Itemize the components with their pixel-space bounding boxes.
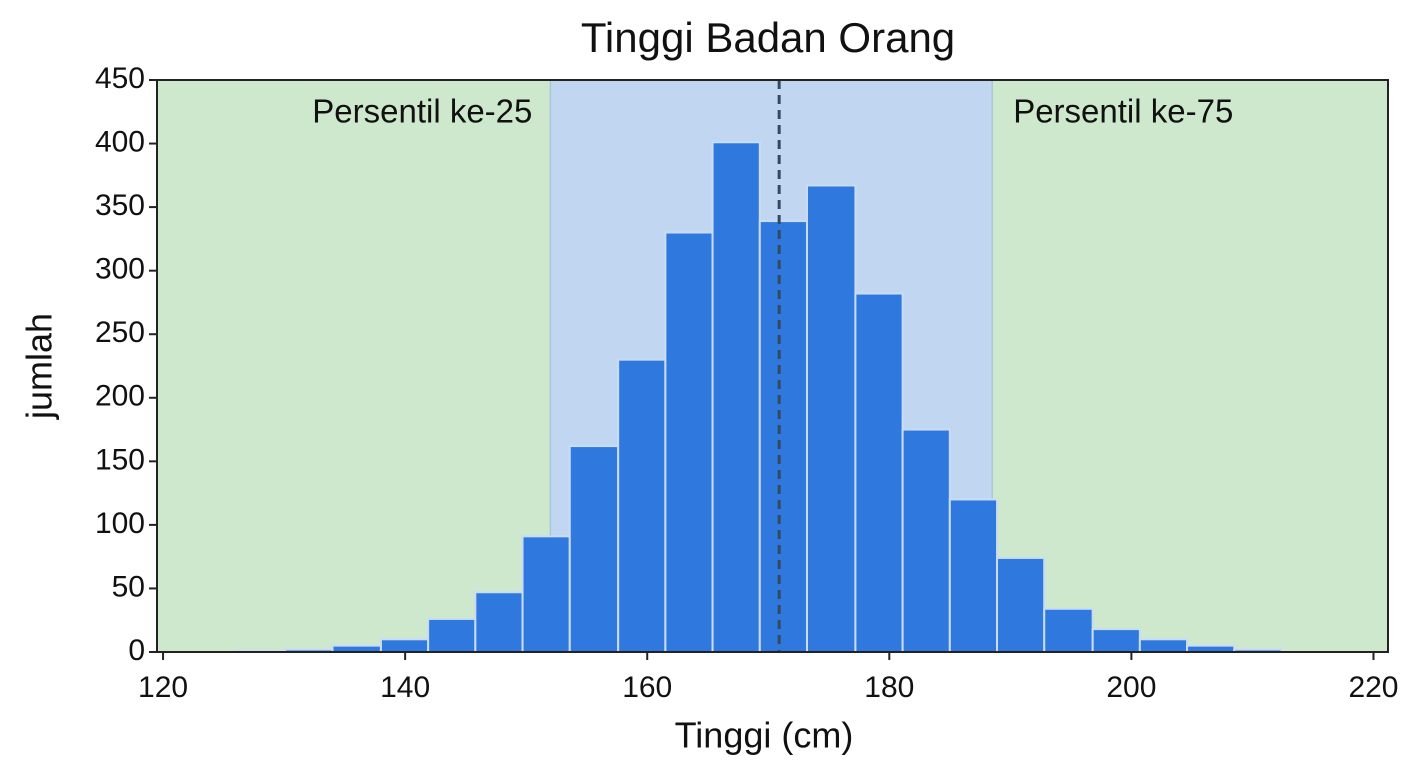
bar xyxy=(1091,628,1141,653)
y-tick-label: 450 xyxy=(95,62,145,95)
bar xyxy=(854,292,904,653)
bar xyxy=(711,141,761,653)
y-tick-label: 250 xyxy=(95,316,145,349)
bar xyxy=(474,591,524,653)
x-tick-label: 200 xyxy=(1106,671,1156,704)
bar xyxy=(758,220,808,654)
outer-region xyxy=(157,80,551,652)
bar xyxy=(521,535,571,654)
y-tick-label: 400 xyxy=(95,125,145,158)
bar xyxy=(948,498,999,654)
y-tick-label: 300 xyxy=(95,253,145,286)
y-tick-label: 0 xyxy=(128,634,145,667)
chart-title: Tinggi Badan Orang xyxy=(581,14,955,61)
x-tick-label: 180 xyxy=(864,671,914,704)
x-axis-label: Tinggi (cm) xyxy=(675,715,854,756)
y-tick-label: 200 xyxy=(95,380,145,413)
y-tick-label: 100 xyxy=(95,507,145,540)
plot-frame xyxy=(156,79,1389,653)
bar xyxy=(1043,607,1094,654)
x-tick-label: 140 xyxy=(380,671,430,704)
bar xyxy=(901,428,951,653)
bar xyxy=(996,556,1046,654)
bar xyxy=(664,231,714,654)
y-tick-label: 350 xyxy=(95,189,145,222)
bar xyxy=(379,638,430,653)
x-tick-label: 220 xyxy=(1348,671,1398,704)
bar xyxy=(568,445,620,653)
annotation: Persentil ke-25 xyxy=(312,93,532,130)
x-tick-label: 160 xyxy=(622,671,672,704)
bar xyxy=(805,184,857,653)
y-tick-label: 50 xyxy=(112,570,145,603)
bar xyxy=(617,358,667,653)
y-tick-label: 150 xyxy=(95,443,145,476)
y-axis-label: jumlah xyxy=(19,313,60,420)
x-tick-label: 120 xyxy=(138,671,188,704)
annotation: Persentil ke-75 xyxy=(1013,93,1233,130)
outer-region xyxy=(992,80,1388,652)
bar xyxy=(1138,638,1189,653)
bar xyxy=(427,617,477,653)
